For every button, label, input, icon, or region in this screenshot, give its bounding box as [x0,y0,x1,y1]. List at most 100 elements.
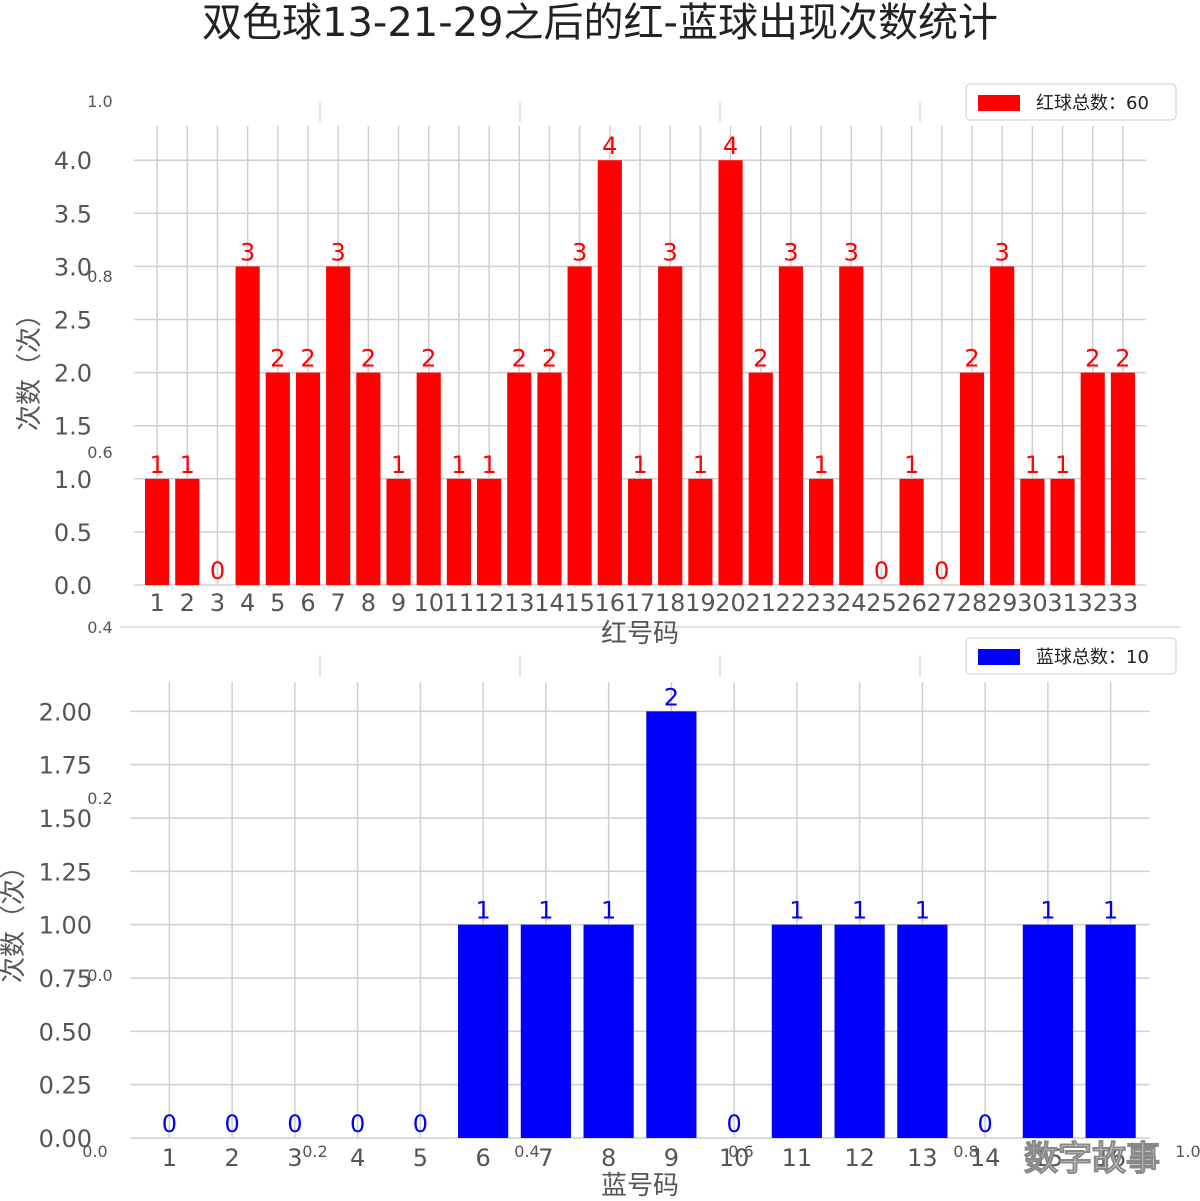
bar-value-label: 2 [421,345,436,373]
x-tick-label: 17 [625,589,656,617]
bar [265,372,290,585]
x-tick-label: 1 [162,1144,177,1172]
x-tick-label: 15 [1033,1144,1064,1172]
bar [839,266,864,585]
blue-x-ticks: 1 2 3 4 5 6 7 8 9 10 11 12 13 14 15 16 [162,1144,1126,1172]
x-tick-label: 4 [240,589,255,617]
bar-value-label: 0 [287,1110,302,1138]
x-tick-label: 3 [287,1144,302,1172]
y-tick-label: 1.50 [39,805,92,833]
ghost-x-tick: 0.0 [82,1142,107,1161]
x-tick-label: 28 [957,589,988,617]
blue-grid [130,682,1150,1139]
y-tick-label: 0.00 [39,1125,92,1153]
bar-value-label: 1 [915,897,930,925]
bar-value-label: 1 [789,897,804,925]
bar-value-label: 1 [1055,451,1070,479]
y-tick-label: 3.0 [54,253,92,281]
bar-value-label: 1 [1040,897,1055,925]
x-tick-label: 10 [413,589,444,617]
bar [356,372,381,585]
bar [809,478,834,585]
bar-value-label: 1 [693,451,708,479]
y-tick-label: 1.25 [39,858,92,886]
x-tick-label: 6 [300,589,315,617]
x-tick-label: 8 [601,1144,616,1172]
bar [627,478,653,585]
blue-data-labels: 0 0 0 0 0 1 1 1 2 0 1 1 1 0 1 1 [162,683,1119,1138]
x-tick-label: 14 [534,589,565,617]
y-tick-label: 0.75 [39,965,92,993]
bar [458,924,509,1138]
blue-bars [458,711,1136,1138]
bar [959,372,985,585]
x-tick-label: 23 [806,589,837,617]
ghost-x-tick: 0.2 [302,1142,327,1161]
y-tick-label: 2.00 [39,698,92,726]
x-tick-label: 21 [745,589,776,617]
x-tick-label: 31 [1047,589,1078,617]
x-tick-label: 2 [180,589,195,617]
ghost-x-tick: 1.0 [1175,1142,1200,1161]
x-tick-label: 7 [331,589,346,617]
bar-value-label: 1 [1025,451,1040,479]
watermark: 数字故事 [1024,1139,1160,1179]
bar [235,266,260,585]
bar-value-label: 0 [874,557,889,585]
ghost-x-tick: 0.8 [953,1142,978,1161]
bar-value-label: 1 [391,451,406,479]
ghost-x-tick: 0.6 [728,1142,753,1161]
bar [416,372,441,585]
bar-value-label: 1 [632,451,647,479]
x-tick-label: 20 [715,589,746,617]
x-tick-label: 12 [844,1144,875,1172]
ghost-axes: 1.0 0.8 0.6 0.4 0.2 0.0 0.0 0.2 0.4 0.6 0.8 1.0 [82,92,1200,1161]
x-tick-label: 24 [836,589,867,617]
red-legend: 红球总数：60 [965,83,1177,121]
bar-value-label: 0 [934,557,949,585]
bar [507,372,532,585]
x-tick-label: 1 [149,589,164,617]
y-tick-label: 3.5 [54,200,92,228]
x-tick-label: 25 [866,589,897,617]
x-tick-label: 5 [413,1144,428,1172]
x-tick-label: 15 [564,589,595,617]
x-tick-label: 26 [896,589,927,617]
bar [771,924,822,1138]
bar [520,924,571,1138]
bar [748,372,773,585]
bar-value-label: 3 [572,238,587,266]
y-tick-label: 1.00 [39,912,92,940]
bar-value-label: 2 [361,345,376,373]
x-tick-label: 13 [504,589,535,617]
bar [1080,372,1105,585]
bar-value-label: 3 [995,238,1010,266]
ghost-y-tick: 0.6 [87,443,112,462]
bar-value-label: 0 [413,1110,428,1138]
bar [899,478,924,585]
red-x-ticks: 1 2 3 4 5 6 7 8 9 10 11 12 13 14 15 16 17 18 19 20 21 22 23 24 2… [149,589,1138,617]
bar-value-label: 4 [723,132,738,160]
bar-value-label: 3 [331,238,346,266]
blue-legend: 蓝球总数：10 [965,637,1177,675]
y-tick-label: 4.0 [54,147,92,175]
x-tick-label: 9 [391,589,406,617]
bar [646,711,697,1138]
bar-value-label: 1 [852,897,867,925]
x-tick-label: 5 [270,589,285,617]
x-tick-label: 30 [1017,589,1048,617]
x-tick-label: 27 [927,589,958,617]
bar [1050,478,1075,585]
bar [175,478,200,585]
ghost-y-tick: 0.2 [87,789,112,808]
x-tick-label: 33 [1108,589,1139,617]
bar-value-label: 2 [753,345,768,373]
bar-value-label: 2 [542,345,557,373]
y-tick-label: 2.0 [54,360,92,388]
red-bars [145,160,1135,585]
bar [834,924,885,1138]
x-tick-label: 32 [1077,589,1108,617]
